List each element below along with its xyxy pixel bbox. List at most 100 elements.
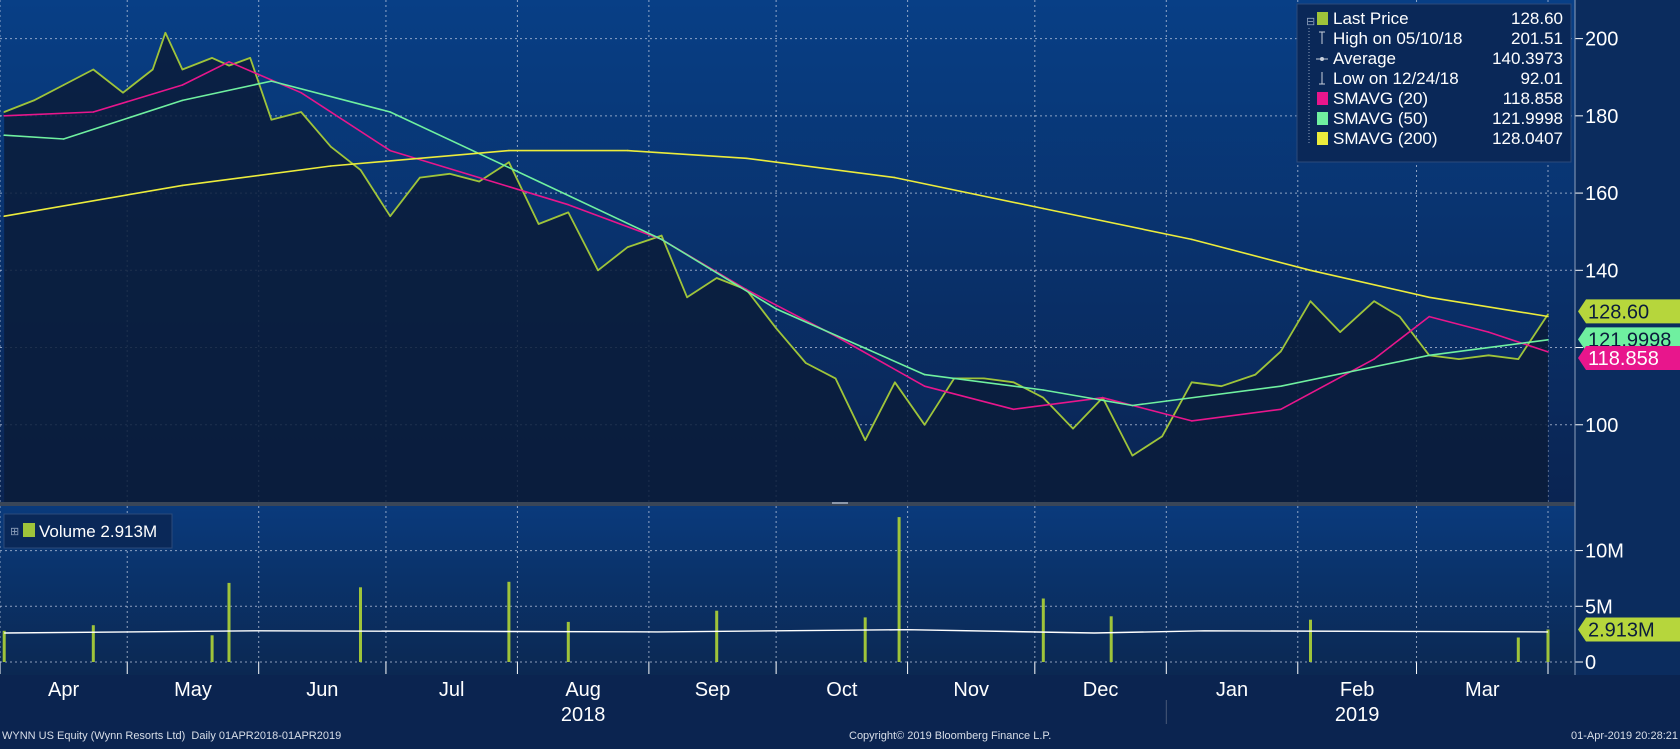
smavg-200-point: [1042, 207, 1045, 210]
volume-bar: [863, 617, 867, 662]
last-price-swatch-icon: [1317, 12, 1328, 25]
last-price-point: [1339, 331, 1341, 333]
volume-panel-bg: [0, 506, 1575, 675]
volume-bar: [1109, 616, 1113, 662]
average-marker-dot: [1320, 57, 1324, 61]
month-tick-label: Aug: [565, 679, 601, 701]
price-plot: [3, 31, 1549, 503]
smavg-200-point: [1309, 269, 1312, 272]
footer-bar: [0, 675, 1680, 744]
smavg-20-point: [478, 176, 481, 179]
smavg-20-point: [181, 84, 184, 86]
volume-bar: [210, 635, 214, 662]
footer-timestamp: 01-Apr-2019 20:28:21: [1571, 730, 1678, 742]
price-legend[interactable]: ⊟ Last Price 128.60 High on 05/10/18 201.51…: [1296, 3, 1572, 163]
last-price-point: [715, 277, 718, 279]
smavg-20-point: [1547, 351, 1549, 353]
month-tick-label: May: [174, 679, 212, 701]
splitter-handle[interactable]: [832, 502, 848, 504]
sma20-value-tag-label: 118.858: [1588, 348, 1659, 370]
smavg-200-point: [181, 184, 184, 187]
smavg-50-point: [3, 134, 5, 136]
smavg-50-point: [1042, 389, 1045, 391]
smavg-50-line: [4, 80, 1549, 407]
last-price-point: [122, 91, 124, 94]
last-price-point: [626, 246, 629, 248]
volume-tick-label: 10M: [1585, 541, 1624, 563]
last-price-point: [1161, 435, 1163, 438]
last-price-point: [1280, 350, 1282, 353]
last-price-point: [597, 269, 599, 272]
volume-bar: [897, 517, 901, 662]
last-price-point: [1131, 454, 1134, 457]
smavg-200-point: [1190, 238, 1193, 241]
volume-legend[interactable]: ⊞ Volume 2.913M: [3, 513, 173, 549]
smavg-200-value: 128.0407: [1492, 129, 1563, 148]
smavg-50-point: [775, 308, 777, 310]
smavg-50-point: [62, 138, 65, 140]
last-price-point: [62, 84, 65, 86]
last-price-point: [805, 362, 807, 364]
price-legend-items: Last Price 128.60 High on 05/10/18 201.51 Av…: [1316, 9, 1563, 148]
month-tick-label: Oct: [826, 679, 858, 701]
volume-legend-expand-icon[interactable]: ⊞: [10, 526, 19, 538]
volume-value-tag-label: 2.913M: [1588, 620, 1655, 642]
smavg-20-point: [1101, 396, 1104, 399]
volume-bar: [227, 582, 231, 662]
price-tick-label: 200: [1585, 29, 1618, 51]
smavg-20-line: [4, 61, 1549, 422]
smavg-20-value: 118.858: [1503, 89, 1563, 108]
smavg-20-point: [1190, 420, 1193, 422]
smavg-20-point: [92, 111, 95, 113]
last-price-point: [923, 424, 926, 426]
last-price-point: [834, 377, 837, 380]
volume-average-line: [4, 628, 1549, 634]
legend-collapse-icon[interactable]: ⊟: [1306, 16, 1315, 28]
smavg-50-point: [1547, 339, 1549, 341]
smavg-20-label: SMAVG (20): [1333, 89, 1428, 108]
last-price-point: [228, 64, 230, 67]
smavg-50-point: [1131, 404, 1134, 407]
volume-value-tag-bg: [1578, 617, 1680, 642]
volume-bar: [1516, 637, 1520, 662]
volume-bar: [715, 610, 719, 662]
last-price-point: [3, 111, 5, 113]
price-tick-label: 160: [1585, 183, 1618, 205]
last-price-point: [660, 234, 663, 237]
last-price-point: [478, 180, 481, 183]
last-price-point: [775, 327, 777, 330]
smavg-200-point: [894, 176, 896, 179]
last-price-point: [300, 111, 302, 113]
last-price-point: [1190, 381, 1193, 384]
smavg-20-point: [300, 91, 302, 94]
smavg-200-point: [745, 157, 748, 160]
last-price-point: [864, 439, 866, 442]
smavg-50-point: [1428, 354, 1430, 357]
last-price-point: [211, 57, 213, 59]
smavg-200-point: [1428, 296, 1430, 299]
smavg-50-swatch-icon: [1317, 112, 1328, 125]
last-price-point: [33, 99, 35, 102]
volume-legend-label: Volume 2.913M: [39, 522, 157, 541]
smavg-20-point: [389, 149, 392, 152]
low-on-12-24-18-value: 92.01: [1520, 69, 1563, 88]
average-value: 140.3973: [1492, 49, 1563, 68]
average-label: Average: [1333, 49, 1396, 68]
last-price-point: [983, 377, 985, 380]
smavg-200-point: [1547, 315, 1549, 318]
panel-divider: [0, 502, 1575, 506]
volume-bar: [566, 621, 570, 662]
smavg-50-point: [660, 238, 663, 241]
last-price-point: [1042, 396, 1045, 399]
last-price-label: Last Price: [1333, 9, 1409, 28]
smavg-200-point: [508, 149, 510, 152]
month-tick-label: Nov: [953, 679, 989, 701]
year-label: 2019: [1335, 704, 1380, 726]
last-price-area: [4, 32, 1549, 503]
last-price-point: [249, 57, 251, 59]
sma20-value-tag-bg: [1578, 345, 1680, 370]
price-tick-label: 140: [1585, 260, 1618, 282]
volume-bar: [1309, 619, 1312, 662]
last-price-point: [1309, 300, 1312, 303]
